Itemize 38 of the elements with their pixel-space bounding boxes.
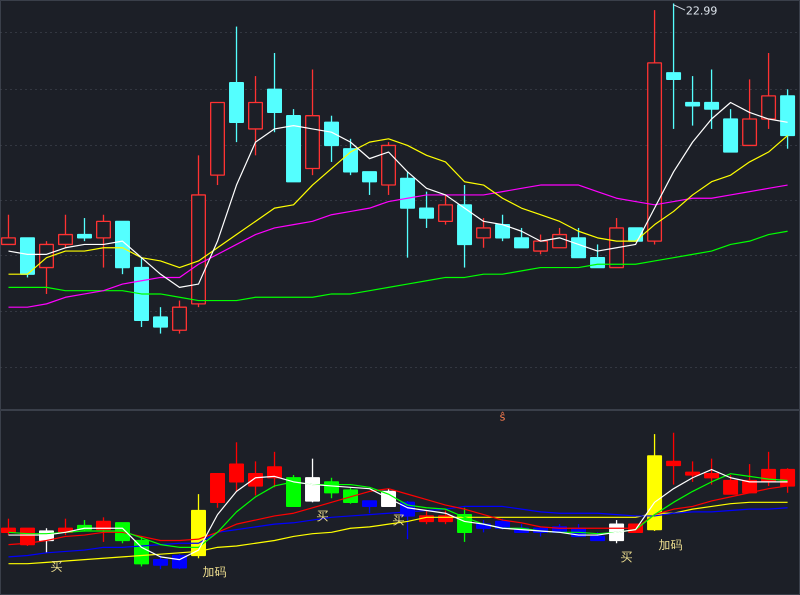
candlestick (172, 300, 187, 334)
annotation: 买 (620, 550, 632, 564)
candlestick (0, 518, 16, 536)
annotation: 22.99 (686, 4, 718, 18)
candlestick (96, 214, 111, 268)
candlestick (438, 194, 454, 226)
candlestick (229, 442, 244, 492)
candlestick (248, 460, 264, 496)
candlestick (267, 451, 282, 488)
candlestick (685, 460, 700, 483)
candlestick (761, 52, 776, 130)
candlestick (571, 227, 586, 258)
candlestick (0, 214, 16, 246)
candlestick (343, 486, 358, 504)
candlestick (324, 115, 340, 163)
candlestick (476, 217, 492, 248)
candlestick (704, 458, 720, 486)
candlestick (666, 2, 682, 130)
candlestick (58, 214, 73, 248)
candlestick (267, 52, 282, 133)
candlestick (704, 68, 720, 130)
candlestick (172, 554, 187, 570)
candlestick (153, 554, 168, 570)
text: ŝ (500, 410, 506, 424)
candlestick (362, 171, 378, 196)
candlestick (153, 306, 168, 334)
candlestick (685, 75, 700, 126)
candlestick (552, 227, 568, 248)
candlestick (77, 217, 92, 242)
annotation: 加码 (658, 538, 682, 552)
annotation: 买 (50, 560, 62, 574)
candlestick (419, 190, 434, 229)
candlestick (533, 234, 548, 256)
annotation: 加码 (202, 565, 226, 580)
candlestick (514, 227, 530, 248)
candlestick (343, 138, 358, 176)
candlestick (666, 432, 682, 486)
candlestick (495, 214, 510, 242)
